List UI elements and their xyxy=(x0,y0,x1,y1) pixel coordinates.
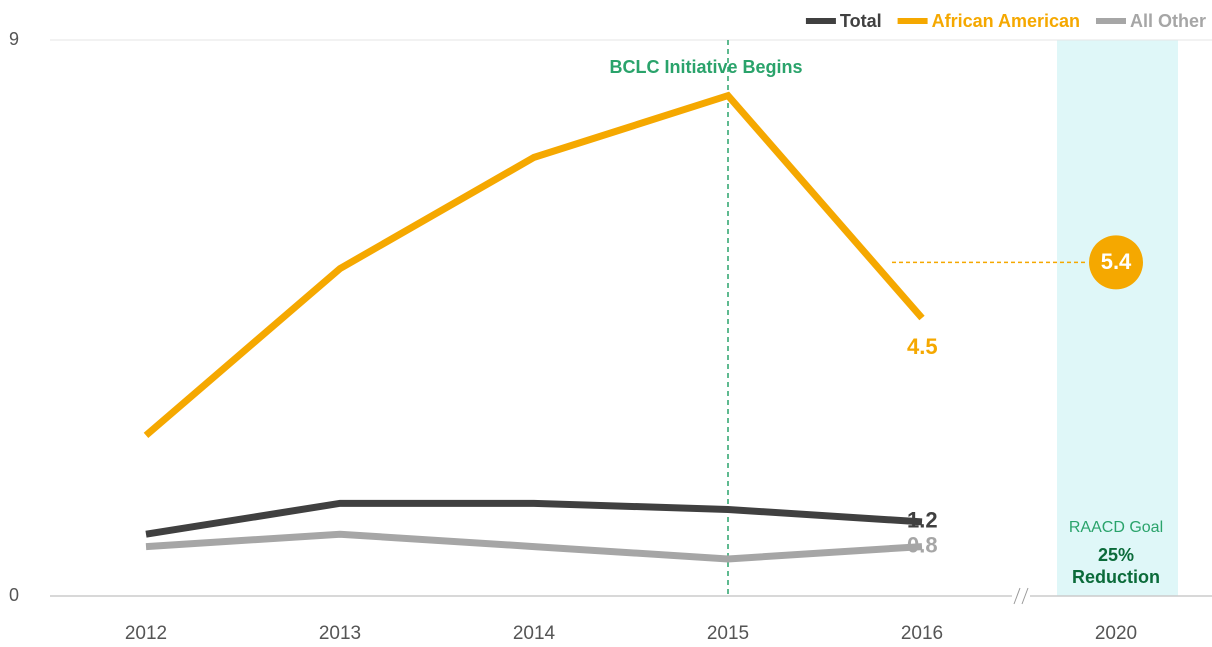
series-line xyxy=(145,530,923,563)
legend-label: African American xyxy=(932,11,1080,31)
x-tick-label: 2016 xyxy=(901,623,943,644)
x-tick-label: 2012 xyxy=(125,623,167,644)
series-line xyxy=(145,499,923,538)
x-tick-label: 2013 xyxy=(319,623,361,644)
goal-marker xyxy=(1089,235,1143,290)
y-tick-label: 0 xyxy=(9,585,19,605)
legend-label: Total xyxy=(840,11,882,31)
initiative-label: BCLC Initiative Begins xyxy=(609,57,802,77)
y-tick-label: 9 xyxy=(9,29,19,49)
value-label: 1.2 xyxy=(907,508,938,533)
value-label: 4.5 xyxy=(907,334,938,359)
axis-break xyxy=(1021,587,1029,605)
x-tick-label: 2015 xyxy=(707,623,749,644)
goal-word: Reduction xyxy=(1072,567,1160,587)
series-line xyxy=(143,91,925,439)
x-tick-label: 2020 xyxy=(1095,623,1137,644)
goal-amount: 25% xyxy=(1098,545,1134,565)
value-label: 0.8 xyxy=(907,532,938,557)
goal-label: RAACD Goal xyxy=(1069,519,1163,536)
goal-band xyxy=(1057,40,1178,596)
legend: All Other African American Total xyxy=(805,11,1206,31)
legend-label: All Other xyxy=(1130,11,1206,31)
goal-value: 5.4 xyxy=(1101,249,1132,274)
axis-break xyxy=(1013,587,1021,605)
x-tick-label: 2014 xyxy=(513,623,556,644)
